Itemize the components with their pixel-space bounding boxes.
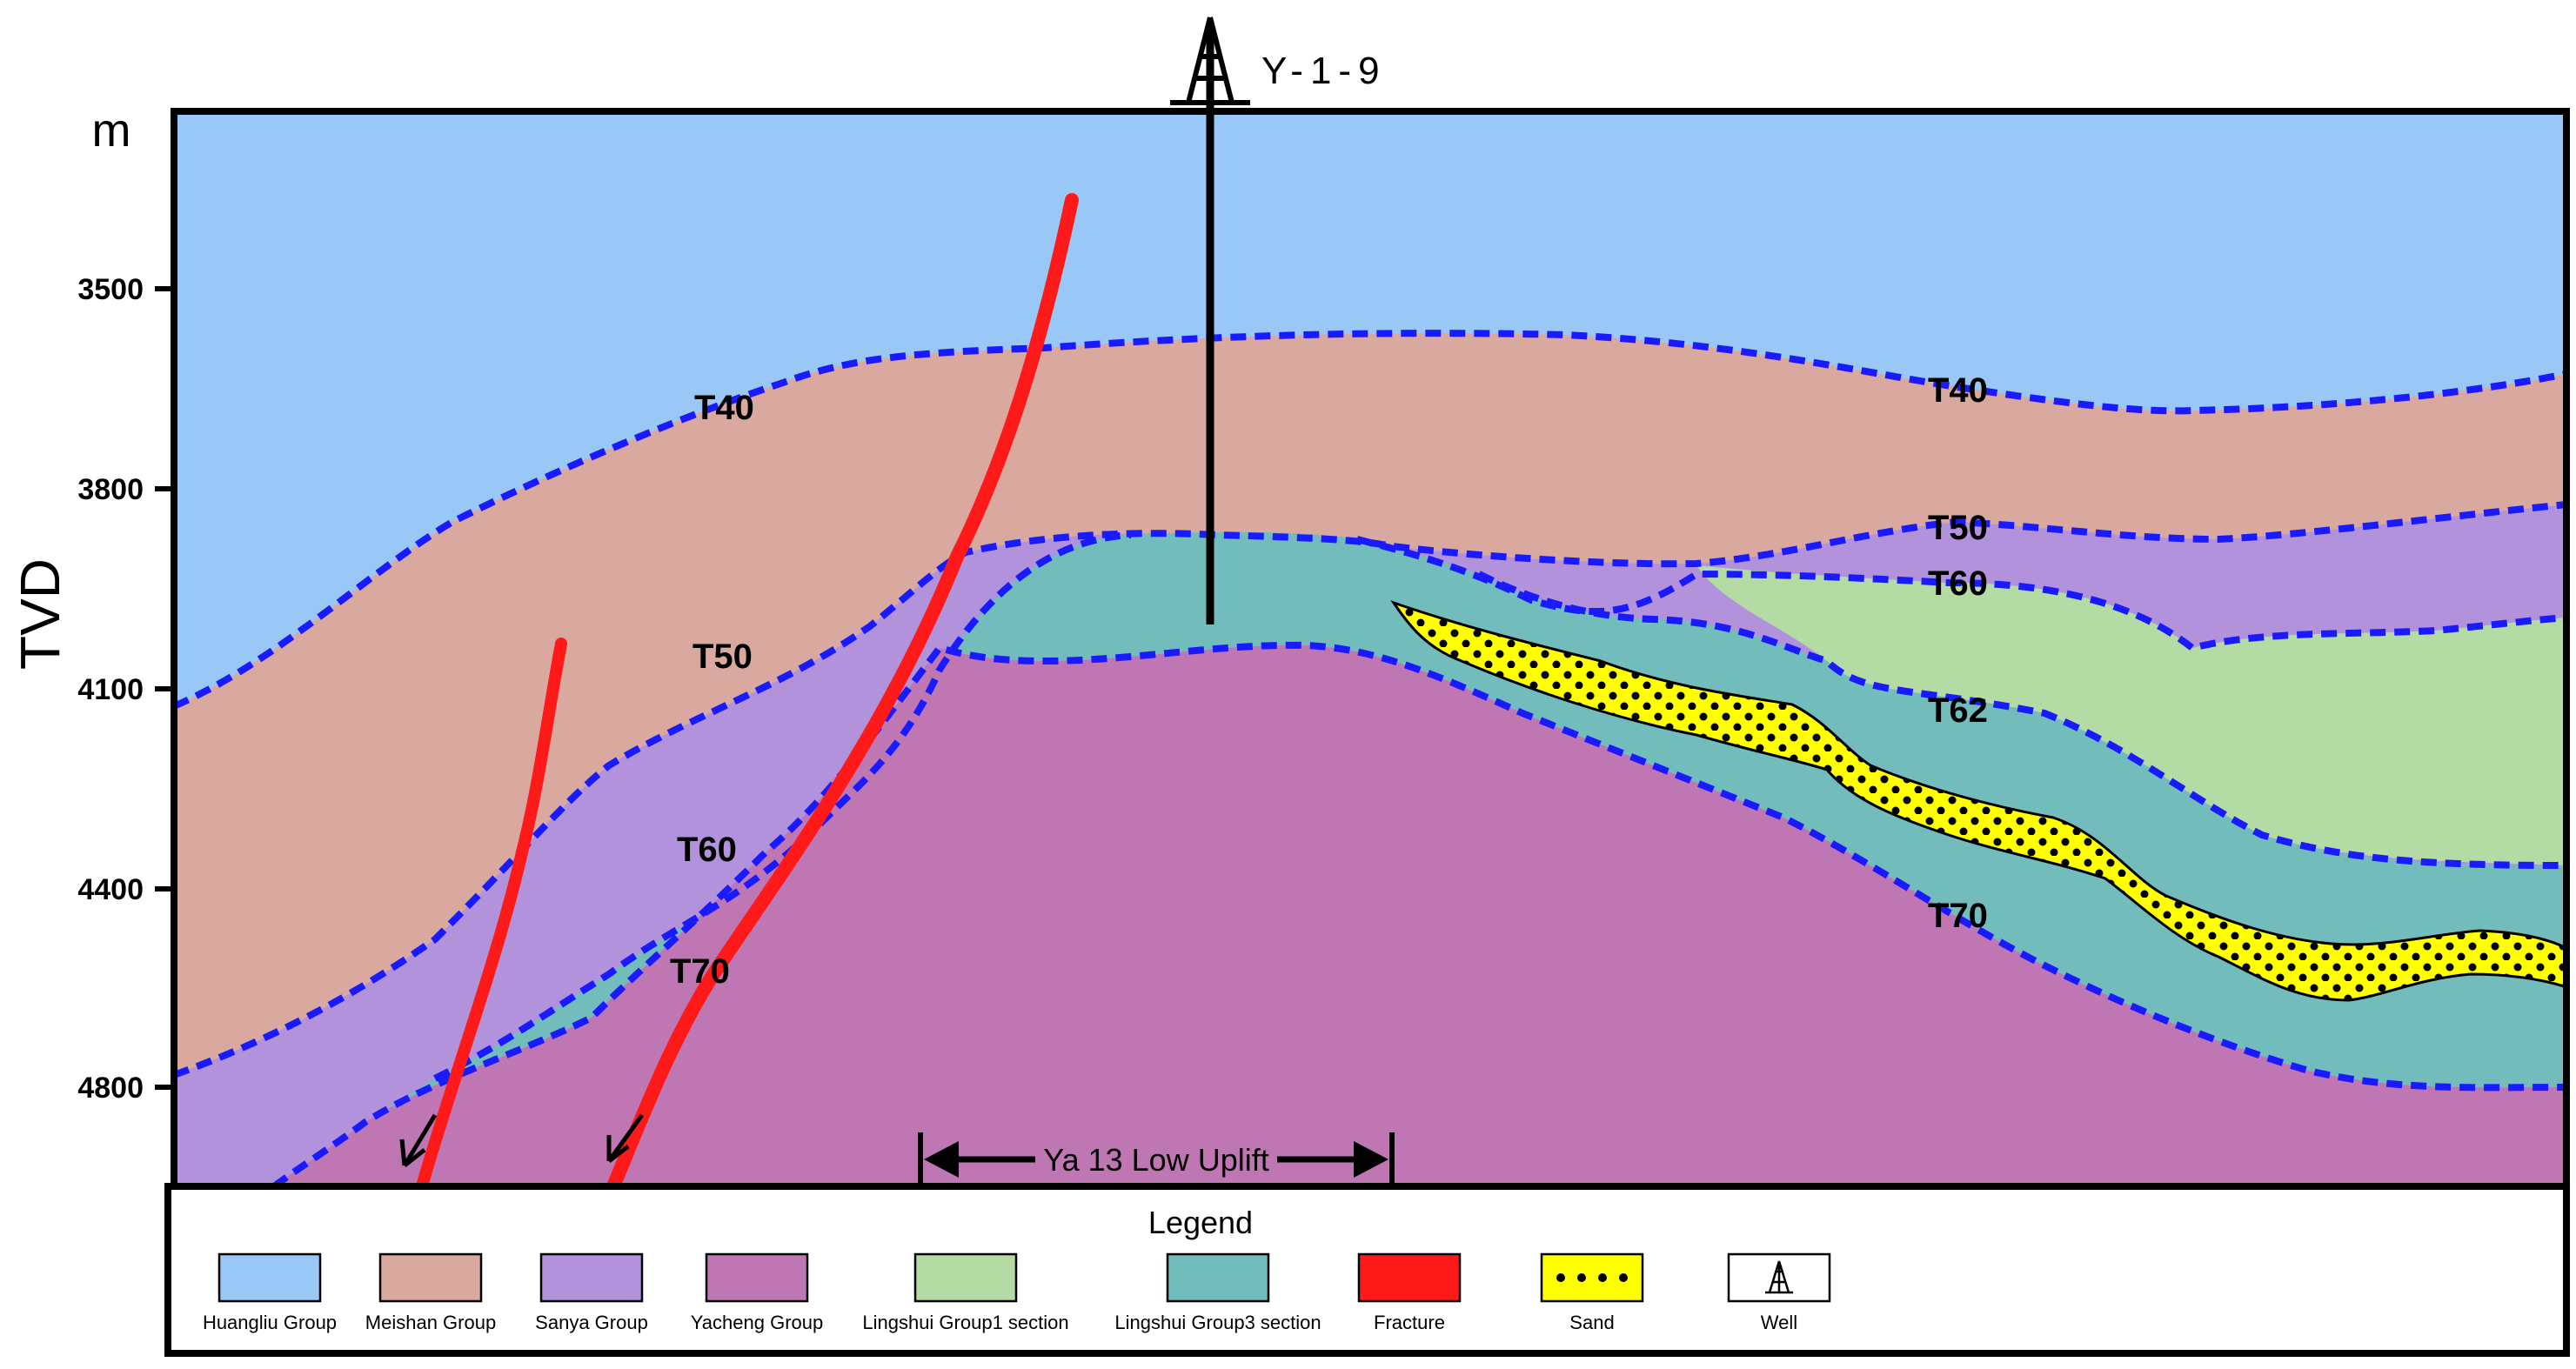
horizon-label-t70-left: T70: [670, 952, 730, 991]
legend: Legend Huangliu Group Meishan Group Sanya …: [164, 1183, 2570, 1357]
legend-label: Lingshui Group1 section: [862, 1312, 1068, 1333]
uplift-label: Ya 13 Low Uplift: [1043, 1142, 1268, 1178]
axis-tick-label: 3500: [77, 273, 144, 306]
horizon-labels: T40 T50 T60 T70 T40 T50 T60 T62 T70: [670, 371, 1988, 991]
horizon-label-t60-right: T60: [1928, 564, 1988, 603]
well-y-1-9: Y-1-9: [1170, 17, 1387, 624]
legend-item-yacheng-group: Yacheng Group: [691, 1252, 823, 1333]
legend-label: Well: [1761, 1312, 1797, 1333]
axis-tick-label: 4400: [77, 873, 144, 906]
horizon-label-t40-left: T40: [694, 389, 754, 427]
well-name-label: Y-1-9: [1261, 50, 1387, 92]
fault-slip-arrows: [399, 1113, 645, 1167]
axis-unit-label: m: [92, 104, 131, 157]
legend-item-lingshui-group3-section: Lingshui Group3 section: [1114, 1252, 1321, 1333]
legend-label: Meishan Group: [365, 1312, 496, 1333]
horizon-t40-line: [174, 330, 2566, 710]
legend-title: Legend: [1148, 1205, 1253, 1240]
legend-label: Sand: [1569, 1312, 1614, 1333]
legend-label: Sanya Group: [535, 1312, 648, 1333]
legend-swatch: [705, 1252, 809, 1303]
yacheng-group-layer: [174, 644, 2566, 1186]
lingshui-group1-layer: [1696, 565, 2566, 865]
legend-label: Lingshui Group3 section: [1114, 1312, 1321, 1333]
axis-tick-label: 3800: [77, 473, 144, 506]
horizon-label-t40-right: T40: [1928, 371, 1988, 410]
legend-item-fracture: Fracture: [1357, 1252, 1462, 1333]
sand-body-dots: [1394, 603, 2566, 1000]
legend-item-lingshui-group1-section: Lingshui Group1 section: [862, 1252, 1069, 1333]
horizon-t70-line: [271, 641, 2566, 1186]
legend-label: Huangliu Group: [203, 1312, 337, 1333]
fault-main: [606, 193, 1079, 1193]
legend-item-well: Well: [1727, 1252, 1831, 1333]
well-derrick-icon: [1170, 17, 1250, 105]
sand-dot-icon: [1619, 1273, 1628, 1282]
fracture-icon: [1366, 1263, 1452, 1297]
axis-tick-label: 4800: [77, 1072, 144, 1105]
axis-ticks: [155, 286, 174, 1090]
arrow-left-icon: [924, 1141, 959, 1178]
legend-item-meishan-group: Meishan Group: [365, 1252, 496, 1333]
legend-swatch: [1166, 1252, 1270, 1303]
fault-left: [416, 638, 567, 1192]
faults: [416, 193, 1079, 1193]
uplift-annotation: Ya 13 Low Uplift: [918, 1132, 1395, 1186]
horizon-label-t62-right: T62: [1928, 691, 1988, 730]
legend-item-sand: Sand: [1540, 1252, 1644, 1333]
axis-title: TVD: [9, 558, 71, 670]
legend-swatch: [378, 1252, 483, 1303]
sand-dot-icon: [1598, 1273, 1607, 1282]
arrow-right-icon: [1354, 1141, 1388, 1178]
horizon-label-t50-right: T50: [1928, 509, 1988, 547]
slip-arrow-icon: [606, 1113, 645, 1163]
sand-dot-icon: [1556, 1273, 1565, 1282]
horizon-label-t50-left: T50: [693, 638, 753, 676]
horizon-t62-line: [1477, 571, 2566, 869]
legend-item-huangliu-group: Huangliu Group: [203, 1252, 337, 1333]
cross-section-layers: [174, 111, 2566, 1186]
axis-tick-label: 4100: [77, 673, 144, 706]
legend-label: Fracture: [1374, 1312, 1445, 1333]
well-derrick-icon: [1765, 1260, 1793, 1294]
legend-label: Yacheng Group: [691, 1312, 823, 1333]
sand-dot-icon: [1577, 1273, 1586, 1282]
legend-swatch: [539, 1252, 644, 1303]
legend-item-sanya-group: Sanya Group: [535, 1252, 648, 1333]
depth-axis: m TVD 3500 3800 4100 4400 4800: [9, 104, 174, 1105]
legend-swatch: [913, 1252, 1018, 1303]
horizon-label-t70-right: T70: [1928, 897, 1988, 935]
horizon-label-t60-left: T60: [677, 831, 737, 869]
legend-swatch: [217, 1252, 322, 1303]
legend-items: Huangliu Group Meishan Group Sanya Group Ya…: [203, 1252, 1831, 1333]
slip-arrow-icon: [399, 1113, 438, 1167]
horizon-t50-line: [174, 501, 2566, 1079]
